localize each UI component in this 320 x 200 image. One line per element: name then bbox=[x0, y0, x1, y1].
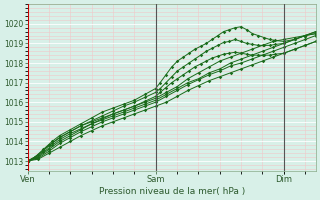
X-axis label: Pression niveau de la mer( hPa ): Pression niveau de la mer( hPa ) bbox=[99, 187, 245, 196]
